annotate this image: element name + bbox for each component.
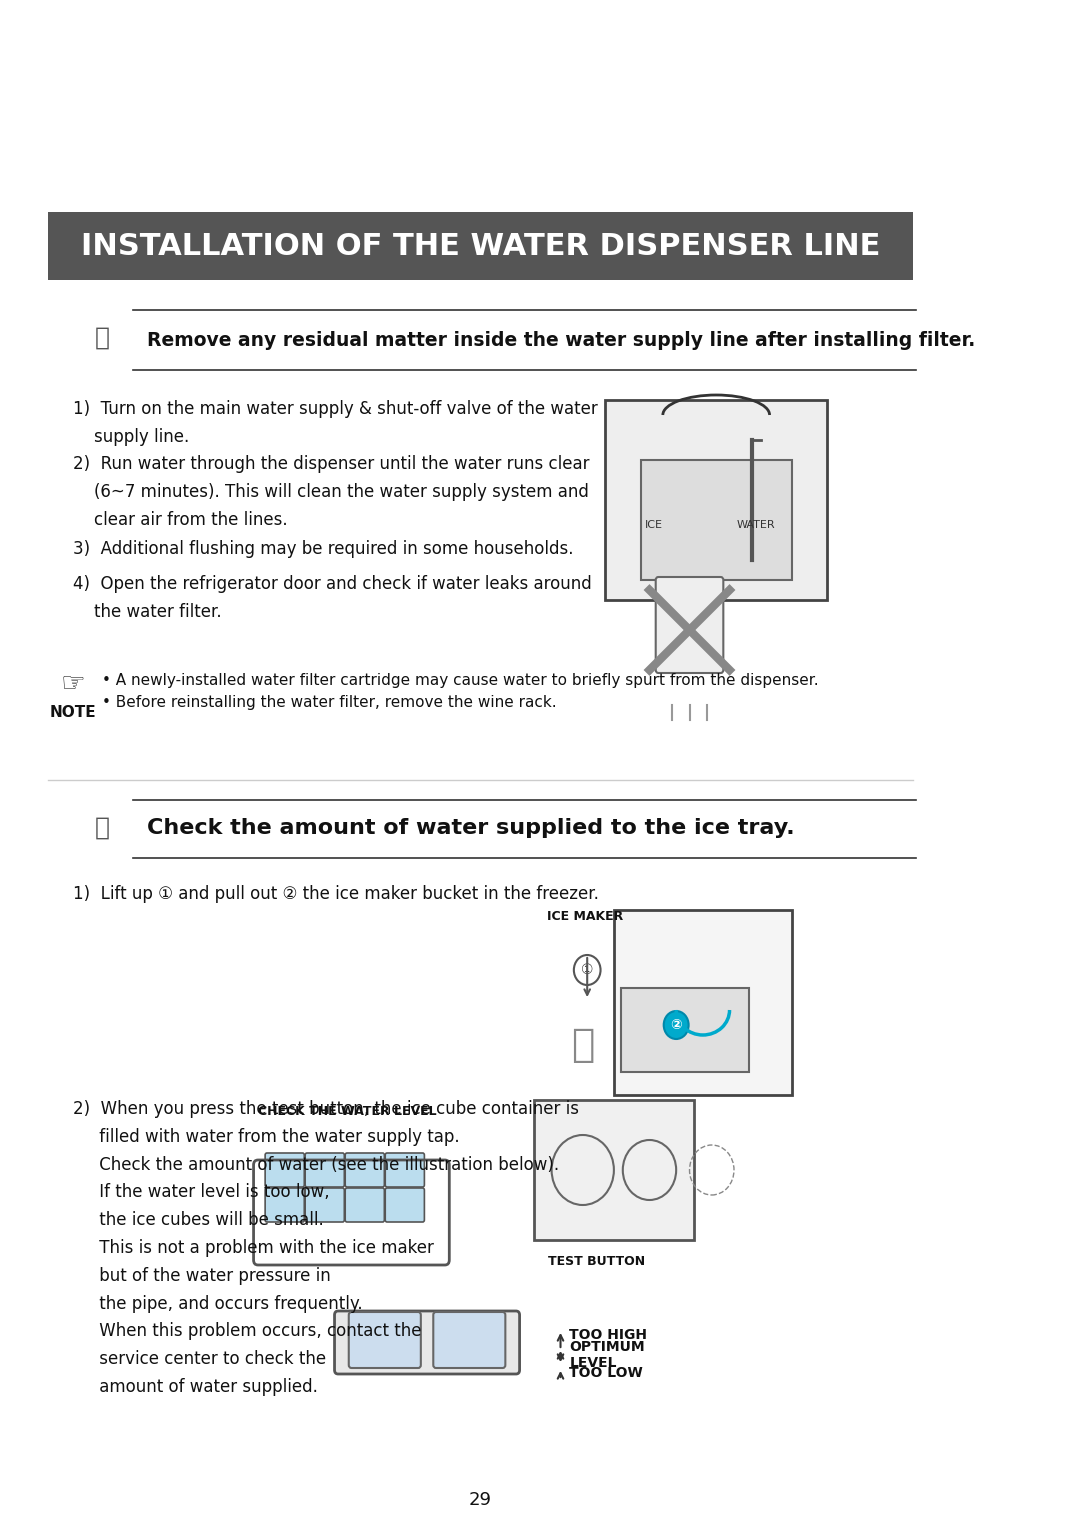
Text: Remove any residual matter inside the water supply line after installing filter.: Remove any residual matter inside the wa… — [147, 330, 975, 350]
Text: • Before reinstalling the water filter, remove the wine rack.: • Before reinstalling the water filter, … — [103, 695, 557, 711]
Text: 🔧: 🔧 — [95, 816, 110, 840]
FancyBboxPatch shape — [640, 460, 792, 581]
Text: 🔧: 🔧 — [95, 325, 110, 350]
FancyBboxPatch shape — [346, 1154, 384, 1187]
Text: NOTE: NOTE — [50, 704, 96, 720]
Text: Check the amount of water supplied to the ice tray.: Check the amount of water supplied to th… — [147, 817, 795, 837]
FancyBboxPatch shape — [346, 1187, 384, 1222]
Text: OPTIMUM
LEVEL: OPTIMUM LEVEL — [569, 1340, 645, 1371]
Text: ✋: ✋ — [571, 1025, 594, 1063]
FancyBboxPatch shape — [335, 1311, 519, 1374]
FancyBboxPatch shape — [386, 1187, 424, 1222]
Circle shape — [664, 1012, 689, 1039]
Text: ICE MAKER: ICE MAKER — [548, 911, 623, 923]
FancyBboxPatch shape — [306, 1187, 345, 1222]
FancyBboxPatch shape — [265, 1187, 305, 1222]
Text: 3)  Additional flushing may be required in some households.: 3) Additional flushing may be required i… — [73, 539, 573, 558]
FancyBboxPatch shape — [386, 1154, 424, 1187]
FancyBboxPatch shape — [613, 911, 792, 1096]
Text: 4)  Open the refrigerator door and check if water leaks around
    the water fil: 4) Open the refrigerator door and check … — [73, 575, 592, 620]
Text: ②: ② — [671, 1018, 683, 1031]
FancyBboxPatch shape — [48, 212, 913, 280]
Text: 29: 29 — [469, 1491, 491, 1510]
Text: ICE: ICE — [645, 520, 663, 530]
Text: 1)  Turn on the main water supply & shut-off valve of the water
    supply line.: 1) Turn on the main water supply & shut-… — [73, 400, 597, 446]
Text: TEST BUTTON: TEST BUTTON — [548, 1254, 645, 1268]
Text: 1)  Lift up ① and pull out ② the ice maker bucket in the freezer.: 1) Lift up ① and pull out ② the ice make… — [73, 885, 598, 903]
FancyBboxPatch shape — [265, 1154, 305, 1187]
Text: TOO HIGH: TOO HIGH — [569, 1328, 647, 1342]
FancyBboxPatch shape — [605, 400, 827, 601]
Text: ①: ① — [581, 963, 593, 976]
Text: 2)  When you press the test button, the ice cube container is
     filled with w: 2) When you press the test button, the i… — [73, 1100, 579, 1397]
FancyBboxPatch shape — [534, 1100, 694, 1241]
FancyBboxPatch shape — [349, 1313, 421, 1368]
Circle shape — [573, 955, 600, 986]
Text: TOO LOW: TOO LOW — [569, 1366, 644, 1380]
Text: 2)  Run water through the dispenser until the water runs clear
    (6~7 minutes): 2) Run water through the dispenser until… — [73, 455, 590, 529]
FancyBboxPatch shape — [433, 1313, 505, 1368]
FancyBboxPatch shape — [656, 578, 724, 672]
Text: • A newly-installed water filter cartridge may cause water to briefly spurt from: • A newly-installed water filter cartrid… — [103, 672, 819, 688]
Text: ☞: ☞ — [60, 669, 85, 698]
Text: WATER: WATER — [737, 520, 775, 530]
Text: INSTALLATION OF THE WATER DISPENSER LINE: INSTALLATION OF THE WATER DISPENSER LINE — [81, 232, 880, 260]
FancyBboxPatch shape — [306, 1154, 345, 1187]
FancyBboxPatch shape — [621, 989, 750, 1073]
Text: CHECK THE WATER LEVEL: CHECK THE WATER LEVEL — [258, 1105, 436, 1118]
